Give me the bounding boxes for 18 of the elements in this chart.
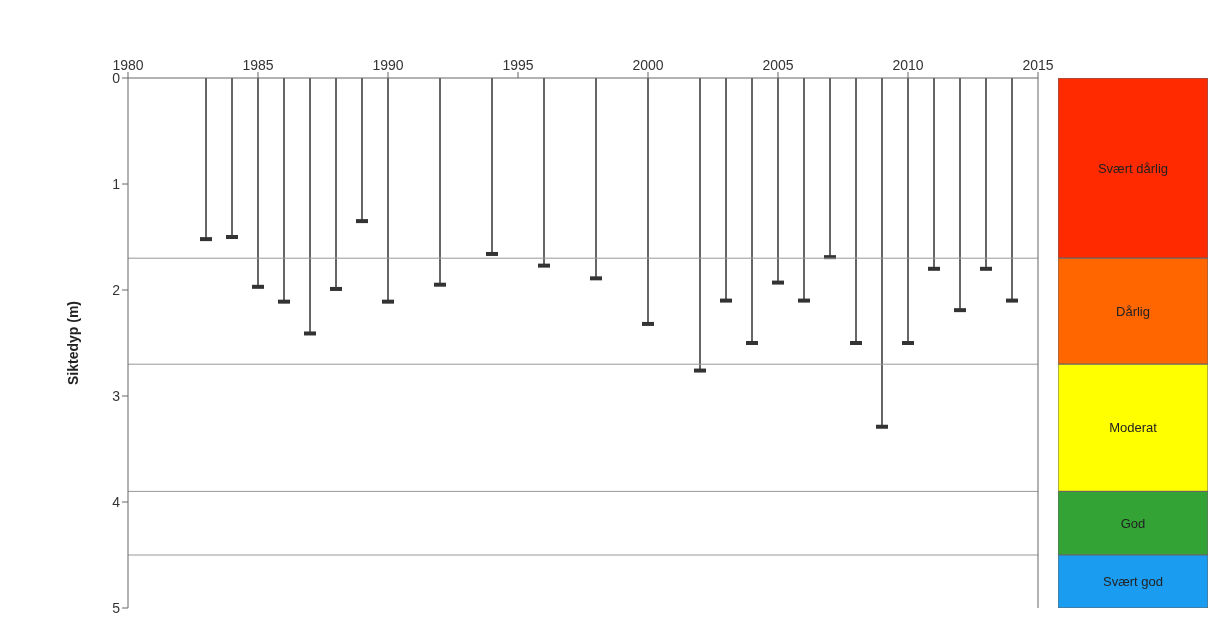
series-label: Moderat [1109, 420, 1158, 436]
series-label: Svært dårlig [1097, 160, 1169, 176]
x-tick-label: 1995 [502, 57, 534, 73]
x-tick-label: 2010 [892, 57, 924, 73]
x-tick-label: 2015 [1022, 57, 1054, 73]
x-tick-label: 1990 [372, 57, 404, 73]
series-label: Svært god [1103, 574, 1163, 590]
x-tick-label: 2005 [762, 57, 794, 73]
x-tick-label: 2000 [632, 57, 664, 73]
series-label: God [1120, 515, 1146, 531]
x-tick-label: 1985 [242, 57, 274, 73]
series-label: Dårlig [1116, 303, 1150, 319]
y-tick-label: 4 [112, 493, 121, 510]
y-tick-label: 1 [112, 175, 121, 192]
y-tick-label: 3 [112, 387, 121, 404]
y-tick-label: 2 [112, 281, 121, 298]
y-tick-label: 5 [112, 599, 121, 616]
y-axis-title: Siktedyp (m) [64, 300, 81, 386]
